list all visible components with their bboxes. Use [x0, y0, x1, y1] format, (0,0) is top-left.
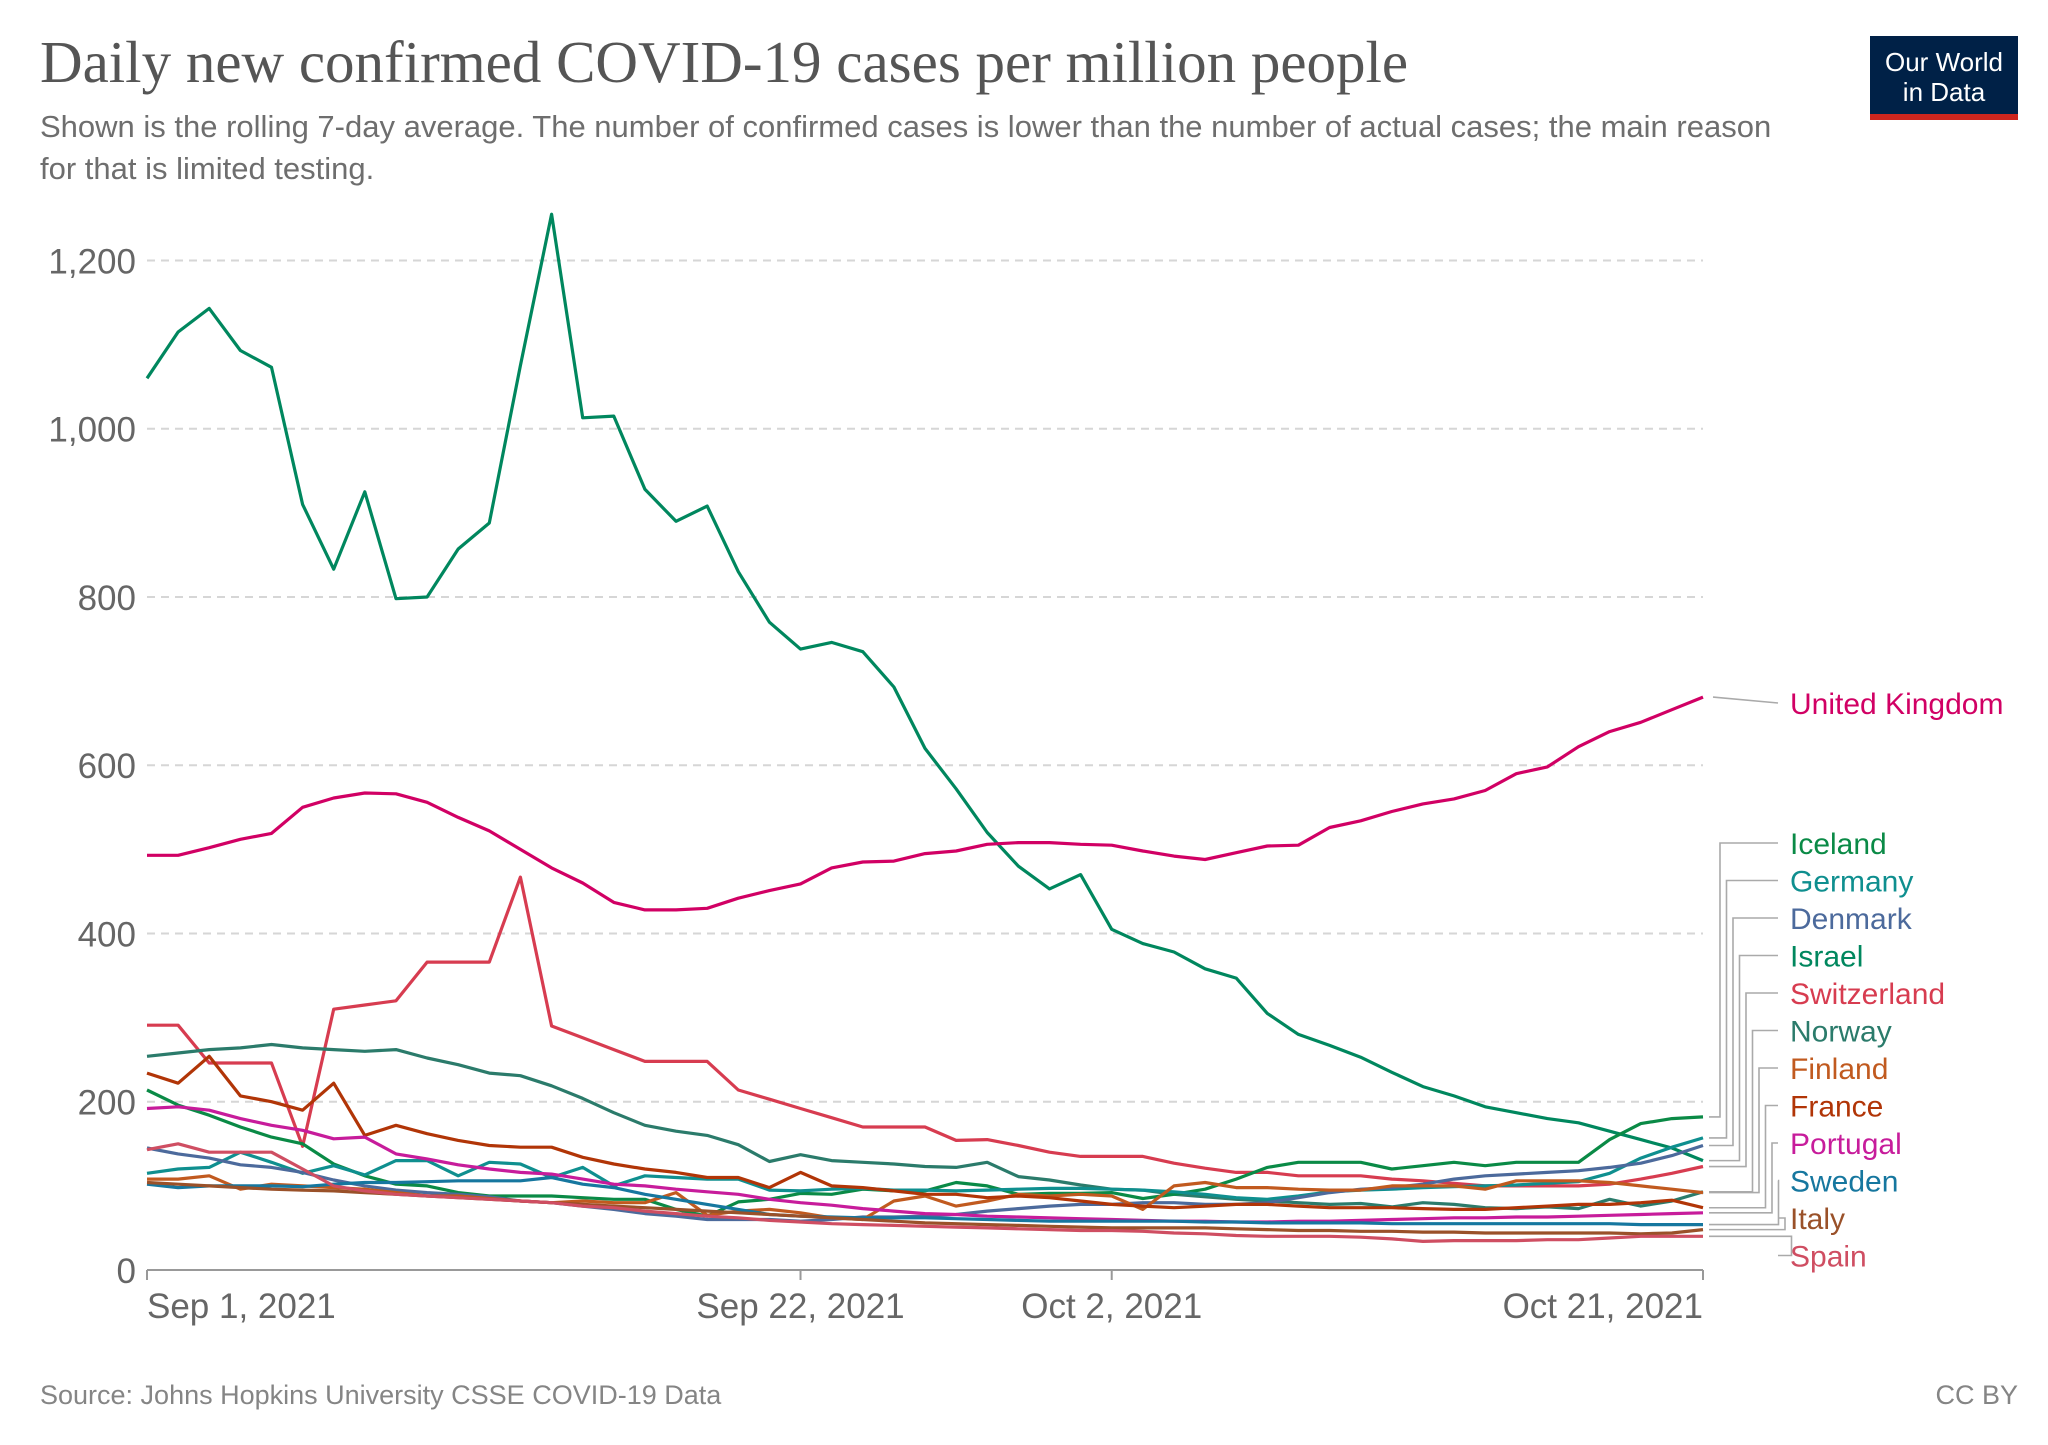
- leader-iceland: [1709, 842, 1778, 1118]
- series-line-israel[interactable]: [145, 212, 1704, 1163]
- series-lines: [145, 212, 1704, 1243]
- leader-denmark: [1709, 917, 1778, 1147]
- chart-title: Daily new confirmed COVID-19 cases per m…: [40, 29, 1409, 95]
- legend-label-spain[interactable]: Spain: [1790, 1241, 1867, 1274]
- source-note[interactable]: Source: Johns Hopkins University CSSE CO…: [40, 1380, 722, 1410]
- series-line-united-kingdom[interactable]: [147, 695, 1704, 912]
- x-tick-label: Oct 21, 2021: [1503, 1287, 1703, 1326]
- x-axis: Sep 1, 2021 Sep 22, 2021 Oct 2, 2021 Oct 21…: [146, 1269, 1704, 1326]
- grid-lines: [147, 259, 1703, 1103]
- leader-united-kingdom: [1712, 696, 1779, 704]
- legend-label-france[interactable]: France: [1790, 1091, 1883, 1124]
- legend-labels: United Kingdom Iceland Germany Denmark Israe…: [1709, 688, 2003, 1274]
- leader-finland: [1709, 1067, 1778, 1194]
- leader-portugal: [1709, 1142, 1778, 1214]
- y-tick-label: 1,200: [48, 242, 136, 281]
- logo-line-2: in Data: [1902, 77, 1986, 107]
- logo-accent-bar: [1870, 114, 2018, 120]
- x-tick-label: Sep 22, 2021: [696, 1287, 904, 1326]
- leader-israel: [1709, 954, 1778, 1162]
- series-line-denmark[interactable]: [146, 1143, 1704, 1223]
- y-tick-label: 0: [117, 1252, 136, 1291]
- x-tick-label: Oct 2, 2021: [1021, 1287, 1202, 1326]
- legend-label-united-kingdom[interactable]: United Kingdom: [1790, 688, 2003, 721]
- legend-label-israel[interactable]: Israel: [1790, 941, 1863, 974]
- license-label[interactable]: CC BY: [1935, 1380, 2018, 1410]
- leader-germany: [1709, 879, 1778, 1139]
- leader-switzerland: [1709, 992, 1778, 1168]
- owid-logo[interactable]: Our World in Data: [1870, 36, 2018, 120]
- leader-spain: [1709, 1235, 1793, 1257]
- series-line-norway[interactable]: [146, 1042, 1704, 1211]
- series-line-portugal[interactable]: [146, 1105, 1704, 1224]
- series-line-sweden[interactable]: [146, 1175, 1703, 1227]
- legend-label-finland[interactable]: Finland: [1790, 1053, 1888, 1086]
- leader-sweden: [1709, 1179, 1780, 1226]
- legend-label-switzerland[interactable]: Switzerland: [1790, 978, 1945, 1011]
- legend-label-sweden[interactable]: Sweden: [1790, 1166, 1898, 1199]
- legend-label-iceland[interactable]: Iceland: [1790, 828, 1887, 861]
- legend-label-germany[interactable]: Germany: [1790, 866, 1913, 899]
- logo-line-1: Our World: [1885, 47, 2003, 77]
- y-tick-label: 800: [78, 579, 136, 618]
- series-line-spain[interactable]: [146, 1142, 1703, 1243]
- y-tick-label: 600: [78, 747, 136, 786]
- leader-norway: [1709, 1029, 1778, 1193]
- leader-italy: [1709, 1217, 1786, 1231]
- y-axis-ticks: 0 200 400 600 800 1,000 1,200: [48, 242, 136, 1291]
- legend-label-denmark[interactable]: Denmark: [1790, 903, 1913, 936]
- y-tick-label: 1,000: [48, 411, 136, 450]
- legend-label-italy[interactable]: Italy: [1790, 1203, 1845, 1236]
- y-tick-label: 200: [78, 1084, 136, 1123]
- series-line-switzerland[interactable]: [147, 875, 1704, 1188]
- legend-label-norway[interactable]: Norway: [1790, 1016, 1892, 1049]
- x-tick-label: Sep 1, 2021: [147, 1287, 336, 1326]
- series-line-france[interactable]: [146, 1054, 1704, 1211]
- leader-france: [1709, 1104, 1778, 1209]
- y-tick-label: 400: [78, 915, 136, 954]
- legend-label-portugal[interactable]: Portugal: [1790, 1128, 1902, 1161]
- chart-subtitle: Shown is the rolling 7-day average. The …: [40, 109, 1772, 186]
